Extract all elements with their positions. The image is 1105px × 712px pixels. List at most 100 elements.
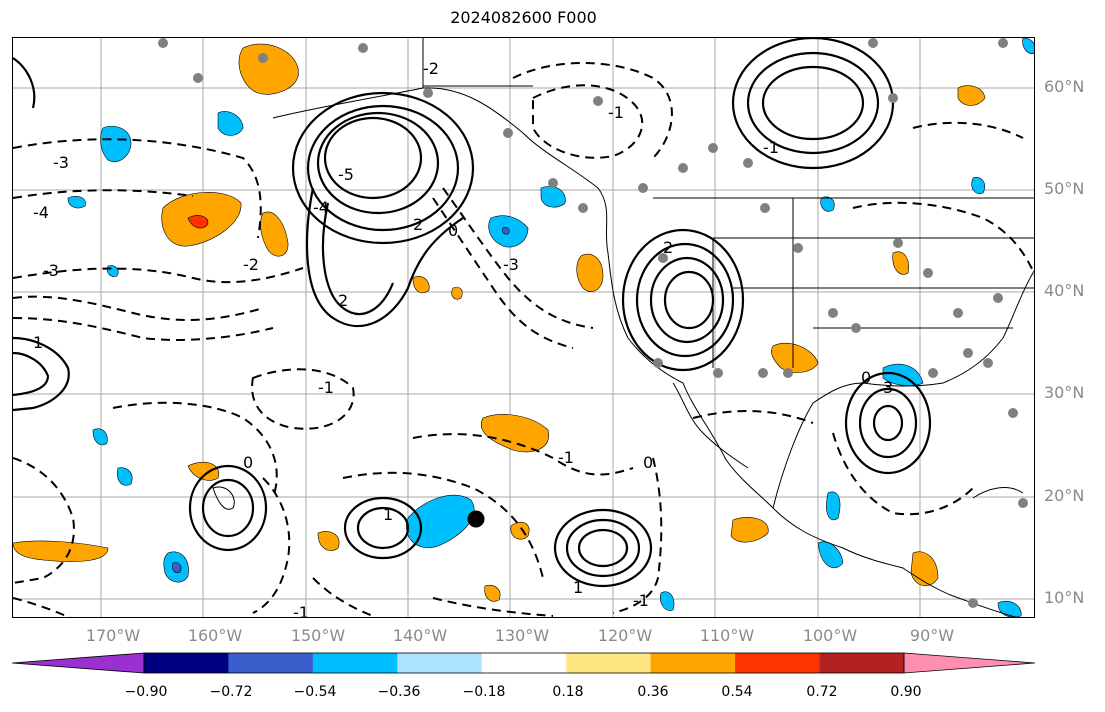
contour-label: 2 (338, 291, 348, 310)
colorbar-segment (566, 653, 652, 673)
contour-label: 0 (643, 453, 653, 472)
station-dot (358, 43, 368, 53)
contour-label: 0 (243, 453, 253, 472)
colorbar-tick-label: −0.18 (462, 684, 506, 700)
anomaly-positive (957, 85, 986, 106)
station-dot (638, 183, 648, 193)
station-dot (193, 73, 203, 83)
station-dot (708, 143, 718, 153)
station-dot (868, 38, 878, 48)
anomaly-negative (820, 196, 835, 212)
anomaly-negative (100, 125, 132, 163)
lat-label-20n: 20°N (1044, 486, 1085, 505)
station-markers (158, 38, 1028, 608)
anomaly-positive (412, 276, 430, 294)
contour-label: -5 (338, 165, 354, 184)
station-dot (983, 358, 993, 368)
lon-label-100w: 100°W (802, 626, 858, 645)
station-dot (851, 323, 861, 333)
station-dot (158, 38, 168, 48)
contour-label: 3 (883, 378, 893, 397)
lat-label-10n: 10°N (1044, 588, 1085, 607)
anomaly-positive (238, 43, 299, 95)
anomaly-negative (92, 428, 108, 446)
lon-label-160w: 160°W (187, 626, 243, 645)
anomaly-negative (106, 265, 119, 277)
station-dot (423, 88, 433, 98)
colorbar-tick-label: −0.90 (124, 684, 168, 700)
contour-label: -1 (633, 591, 649, 610)
contour-label: -3 (503, 255, 519, 274)
coastlines (212, 38, 1034, 617)
lat-label-60n: 60°N (1044, 77, 1085, 96)
station-dot (503, 128, 513, 138)
anomaly-strong-negative (502, 227, 510, 235)
contour-label: -3 (53, 153, 69, 172)
shaded-anomalies (13, 38, 1034, 617)
contour-label: 1 (33, 333, 43, 352)
colorbar-tick-label: −0.36 (377, 684, 421, 700)
station-dot (953, 308, 963, 318)
station-dot (993, 293, 1003, 303)
station-dot (760, 203, 770, 213)
anomaly-negative (67, 196, 86, 209)
anomaly-negative (117, 467, 133, 486)
station-dot (1018, 498, 1028, 508)
lon-label-170w: 170°W (85, 626, 141, 645)
anomaly-positive (730, 517, 769, 543)
anomaly-positive (480, 414, 550, 453)
colorbar-segments (12, 652, 1035, 674)
lon-label-90w: 90°W (909, 626, 955, 645)
contour-label: -2 (423, 59, 439, 78)
colorbar-segment (144, 653, 229, 673)
contour-label: 1 (573, 578, 583, 597)
contour-label: -4 (33, 203, 49, 222)
colorbar-segment (397, 653, 483, 673)
station-dot (893, 238, 903, 248)
lon-label-140w: 140°W (392, 626, 448, 645)
anomaly-strong-positive (187, 215, 209, 229)
station-dot (793, 243, 803, 253)
contour-label: -1 (763, 138, 779, 157)
colorbar-segment (228, 653, 314, 673)
station-dot (783, 368, 793, 378)
map-canvas: -3 -4 -3 -2 -1 0 -1 0 -1 1 -1 2 -4 -5 2 … (13, 38, 1034, 618)
colorbar-tick-label: −0.54 (293, 684, 337, 700)
colorbar-tick-label: 0.90 (890, 684, 922, 700)
station-dot (548, 178, 558, 188)
station-dot (968, 598, 978, 608)
contour-label: -1 (608, 103, 624, 122)
contour-label: -1 (293, 603, 309, 618)
contour-label: 2 (663, 238, 673, 257)
colorbar-segment (819, 653, 905, 673)
station-dot (923, 268, 933, 278)
colorbar-tick-label: −0.72 (209, 684, 253, 700)
station-dot (578, 203, 588, 213)
colorbar-tick-label: 0.72 (806, 684, 838, 700)
anomaly-positive (317, 531, 340, 551)
anomaly-positive (484, 585, 501, 602)
colorbar-segment (481, 653, 567, 673)
anomaly-negative (540, 186, 566, 208)
station-dot (658, 253, 668, 263)
contour-label: -3 (43, 261, 59, 280)
station-dot (758, 368, 768, 378)
colorbar-tick-label: 0.54 (721, 684, 753, 700)
lon-label-150w: 150°W (290, 626, 346, 645)
contour-label: -2 (243, 255, 259, 274)
colorbar (12, 652, 1035, 674)
contours-dashed (13, 62, 1034, 617)
lon-label-110w: 110°W (699, 626, 755, 645)
lon-label-120w: 120°W (597, 626, 653, 645)
contour-label: -1 (318, 378, 334, 397)
anomaly-negative (817, 541, 844, 568)
contour-label: 2 (413, 215, 423, 234)
anomaly-positive (771, 342, 819, 373)
anomaly-positive (13, 540, 109, 562)
anomaly-positive (576, 253, 604, 292)
anomaly-negative (217, 111, 244, 136)
map-title: 2024082600 F000 (450, 8, 597, 27)
colorbar-segment (735, 653, 821, 673)
station-dot (828, 308, 838, 318)
station-dot (928, 368, 938, 378)
